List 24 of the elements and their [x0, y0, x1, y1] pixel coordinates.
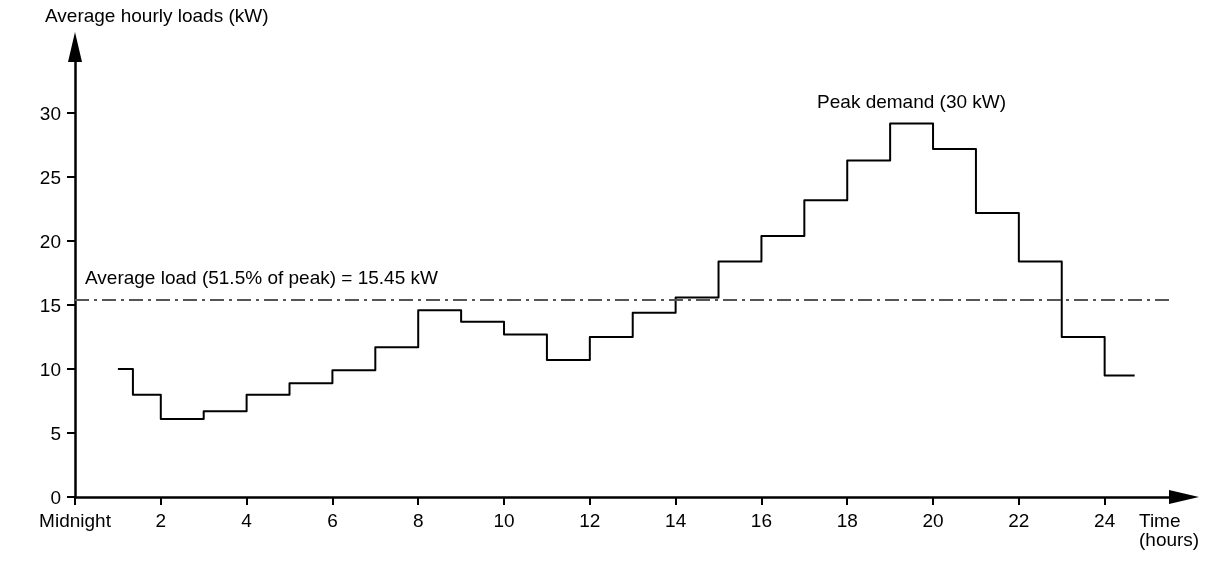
ref-line-label: Average load (51.5% of peak) = 15.45 kW	[85, 267, 439, 289]
y-tick-label: 15	[39, 294, 61, 316]
x-tick-label: 22	[1008, 510, 1030, 531]
x-tick-label: 4	[241, 510, 253, 531]
x-tick-label: 2	[155, 510, 167, 531]
annotation: Peak demand (30 kW)	[817, 91, 1007, 113]
y-tick-label: 0	[50, 486, 61, 508]
y-tick-label: 25	[39, 166, 61, 188]
x-tick-label: 18	[836, 510, 858, 531]
x-tick-label: 16	[750, 510, 772, 531]
x-tick-label: 10	[493, 510, 515, 531]
x-tick-label: Midnight	[39, 510, 112, 531]
y-tick-label: 20	[39, 230, 61, 252]
x-tick-label: 20	[922, 510, 944, 531]
y-tick-label: 10	[39, 358, 61, 380]
y-tick-label: 5	[50, 422, 61, 444]
x-tick-label: 12	[579, 510, 601, 531]
x-tick-label: 8	[412, 510, 424, 531]
x-tick-label: 6	[327, 510, 338, 531]
x-tick-label: 24	[1094, 510, 1116, 531]
x-axis-title: Time (hours)	[1139, 510, 1200, 550]
y-axis-title: Average hourly loads (kW)	[45, 5, 269, 26]
y-tick-label: 30	[39, 102, 61, 124]
x-tick-label: 14	[665, 510, 687, 531]
